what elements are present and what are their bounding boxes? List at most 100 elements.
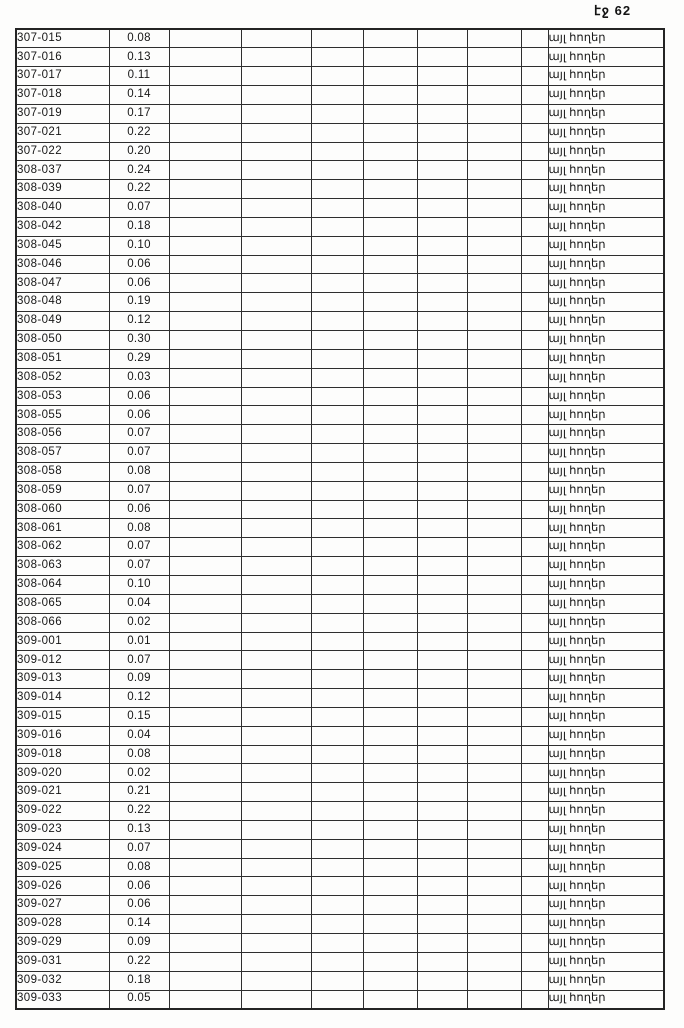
empty-cell [362,330,418,350]
empty-cell [168,85,242,105]
parcel-code-cell: 309-028 [15,914,110,934]
parcel-code-cell: 307-016 [15,47,110,68]
empty-cell [416,198,468,218]
empty-cell [520,103,549,124]
empty-cell [362,443,418,463]
empty-cell [416,348,468,369]
empty-cell [466,122,522,143]
empty-cell [362,933,418,953]
empty-cell [310,537,364,558]
area-value-cell: 0.08 [108,28,170,49]
empty-cell [520,669,549,690]
parcel-code-cell: 308-049 [15,311,110,331]
empty-cell [168,292,242,313]
empty-cell [240,273,312,294]
empty-cell [240,461,312,482]
empty-cell [240,951,312,972]
empty-cell [520,443,549,463]
empty-cell [362,518,418,539]
empty-cell [520,28,549,49]
empty-cell [466,311,522,331]
land-category-cell: այլ հողեր [547,857,665,878]
empty-cell [416,706,468,727]
empty-cell [520,386,549,407]
empty-cell [520,141,549,162]
land-category-cell: այլ հողեր [547,763,665,784]
table-row: 309-014 0.12 այլ հողեր [15,688,665,708]
table-row: 309-029 0.09 այլ հողեր [15,933,665,953]
empty-cell [168,160,242,181]
table-row: 308-066 0.02 այլ հողեր [15,612,665,633]
empty-cell [362,706,418,727]
area-value-cell: 0.17 [108,103,170,124]
empty-cell [416,612,468,633]
empty-cell [240,47,312,68]
table-row: 307-018 0.14 այլ հողեր [15,85,665,105]
parcel-code-cell: 309-014 [15,688,110,708]
parcel-code-cell: 309-033 [15,989,110,1010]
empty-cell [168,989,242,1010]
land-category-cell: այլ հողեր [547,160,665,181]
parcel-code-cell: 308-064 [15,574,110,595]
area-value-cell: 0.06 [108,254,170,275]
land-category-cell: այլ հողեր [547,970,665,991]
empty-cell [416,254,468,275]
land-category-cell: այլ հողեր [547,273,665,294]
parcel-code-cell: 309-016 [15,725,110,746]
empty-cell [240,122,312,143]
empty-cell [362,160,418,181]
parcel-code-cell: 309-023 [15,819,110,840]
empty-cell [168,47,242,68]
empty-cell [310,386,364,407]
empty-cell [240,330,312,350]
table-row: 308-048 0.19 այլ հողեր [15,292,665,313]
area-value-cell: 0.07 [108,480,170,501]
table-row: 309-026 0.06 այլ հողեր [15,876,665,897]
empty-cell [520,706,549,727]
empty-cell [416,141,468,162]
empty-cell [310,273,364,294]
empty-cell [362,819,418,840]
empty-cell [466,688,522,708]
empty-cell [310,28,364,49]
empty-cell [240,386,312,407]
empty-cell [310,330,364,350]
empty-cell [362,292,418,313]
empty-cell [168,612,242,633]
empty-cell [466,631,522,652]
empty-cell [520,461,549,482]
table-row: 308-057 0.07 այլ հողեր [15,443,665,463]
empty-cell [310,744,364,765]
parcel-code-cell: 308-046 [15,254,110,275]
area-value-cell: 0.07 [108,424,170,445]
empty-cell [466,857,522,878]
land-category-cell: այլ հողեր [547,612,665,633]
table-row: 309-020 0.02 այլ հողեր [15,763,665,784]
empty-cell [168,537,242,558]
empty-cell [466,895,522,916]
empty-cell [168,725,242,746]
empty-cell [362,801,418,821]
land-category-cell: այլ հողեր [547,914,665,934]
parcel-code-cell: 308-063 [15,556,110,576]
empty-cell [240,499,312,520]
empty-cell [240,537,312,558]
area-value-cell: 0.14 [108,85,170,105]
parcel-code-cell: 309-029 [15,933,110,953]
land-category-cell: այլ հողեր [547,311,665,331]
empty-cell [310,970,364,991]
empty-cell [168,744,242,765]
empty-cell [416,688,468,708]
parcel-code-cell: 308-057 [15,443,110,463]
parcel-code-cell: 308-040 [15,198,110,218]
parcel-code-cell: 308-066 [15,612,110,633]
empty-cell [168,254,242,275]
empty-cell [416,311,468,331]
land-category-cell: այլ հողեր [547,443,665,463]
empty-cell [362,556,418,576]
empty-cell [416,744,468,765]
empty-cell [466,198,522,218]
empty-cell [466,556,522,576]
empty-cell [310,914,364,934]
